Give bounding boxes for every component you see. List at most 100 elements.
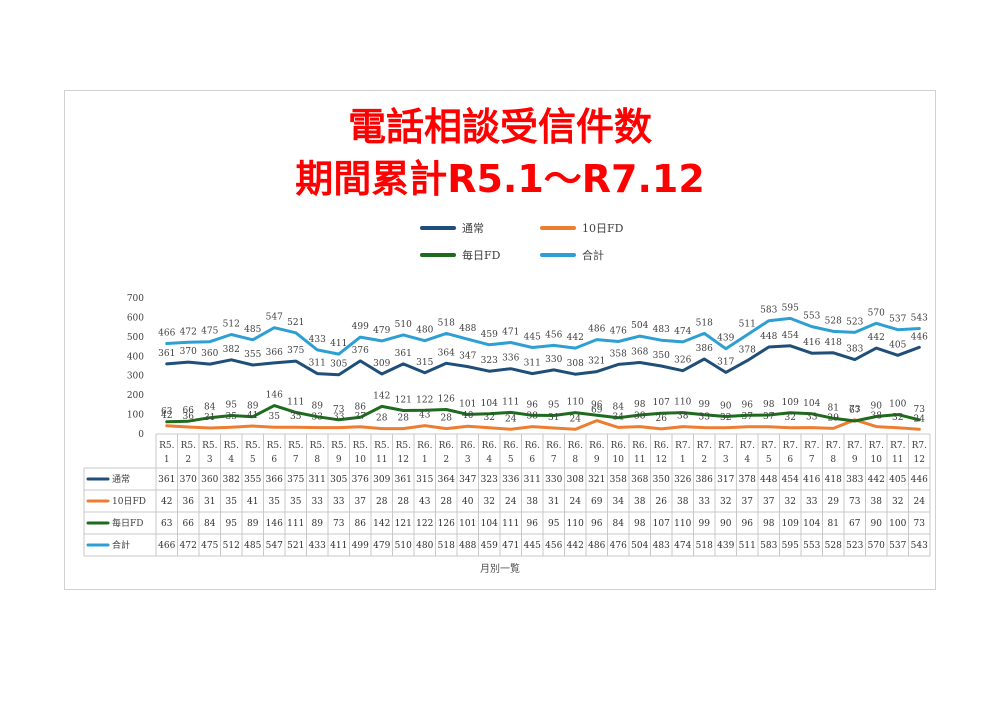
table-cell-value: 122 xyxy=(416,519,433,529)
data-label: 518 xyxy=(696,318,713,328)
x-tick-label-month: 12 xyxy=(656,455,667,465)
table-series-label: 通常 xyxy=(112,473,130,485)
data-label: 311 xyxy=(309,359,326,369)
table-cell-value: 126 xyxy=(438,519,455,529)
table-cell-value: 33 xyxy=(333,497,345,507)
data-label: 35 xyxy=(269,412,281,422)
table-series-label: 合計 xyxy=(112,539,130,551)
table-cell-value: 486 xyxy=(588,541,605,551)
data-label: 323 xyxy=(481,356,498,366)
x-tick-label-year: R7. xyxy=(869,441,885,451)
y-tick-label: 400 xyxy=(127,352,144,362)
x-tick-label-month: 5 xyxy=(508,455,514,465)
x-tick-label-month: 11 xyxy=(376,455,387,465)
table-cell-value: 358 xyxy=(610,475,627,485)
table-cell-value: 84 xyxy=(204,519,216,529)
data-label: 96 xyxy=(591,400,603,410)
data-label: 104 xyxy=(803,399,820,409)
table-cell-value: 442 xyxy=(567,541,584,551)
y-tick-label: 500 xyxy=(127,333,144,343)
table-cell-value: 28 xyxy=(376,497,388,507)
table-cell-value: 33 xyxy=(312,497,324,507)
chart-title: 電話相談受信件数 xyxy=(347,105,652,149)
table-cell-value: 553 xyxy=(803,541,820,551)
x-tick-label-year: R7. xyxy=(804,441,820,451)
data-label: 34 xyxy=(613,412,625,422)
data-label: 521 xyxy=(287,318,304,328)
data-label: 31 xyxy=(548,413,559,423)
table-cell-value: 110 xyxy=(567,519,584,529)
table-cell-value: 466 xyxy=(158,541,175,551)
table-cell-value: 43 xyxy=(419,497,431,507)
table-cell-value: 499 xyxy=(352,541,369,551)
table-cell-value: 315 xyxy=(416,475,433,485)
data-label: 81 xyxy=(828,403,839,413)
table-cell-value: 570 xyxy=(868,541,885,551)
table-cell-value: 504 xyxy=(631,541,648,551)
table-cell-value: 24 xyxy=(505,497,517,507)
table-cell-value: 309 xyxy=(373,475,390,485)
data-label: 466 xyxy=(158,328,175,338)
data-label: 486 xyxy=(588,325,605,335)
data-label: 474 xyxy=(674,327,691,337)
table-cell-value: 33 xyxy=(699,497,711,507)
x-tick-label-year: R5. xyxy=(202,441,218,451)
table-cell-value: 364 xyxy=(438,475,455,485)
data-label: 73 xyxy=(333,405,345,415)
x-tick-label-year: R5. xyxy=(331,441,347,451)
legend-item-total: 合計 xyxy=(540,247,604,263)
table-cell-value: 323 xyxy=(481,475,498,485)
x-tick-label-month: 4 xyxy=(228,455,234,465)
x-tick-label-year: R7. xyxy=(912,441,928,451)
x-tick-label-year: R6. xyxy=(611,441,627,451)
legend-swatch-daily-fd xyxy=(420,253,456,257)
table-cell-value: 38 xyxy=(677,497,689,507)
x-tick-label-month: 1 xyxy=(422,455,428,465)
x-tick-label-year: R6. xyxy=(589,441,605,451)
data-label: 24 xyxy=(570,414,582,424)
x-tick-label-year: R6. xyxy=(568,441,584,451)
table-cell-value: 523 xyxy=(846,541,863,551)
table-cell-value: 38 xyxy=(527,497,539,507)
x-tick-label-year: R5. xyxy=(396,441,412,451)
table-cell-value: 37 xyxy=(763,497,775,507)
data-label: 411 xyxy=(330,339,347,349)
table-cell-value: 479 xyxy=(373,541,390,551)
table-cell-value: 86 xyxy=(355,519,367,529)
x-tick-label-month: 2 xyxy=(701,455,707,465)
x-tick-label-year: R6. xyxy=(417,441,433,451)
series-line xyxy=(165,344,921,377)
x-tick-label-year: R6. xyxy=(439,441,455,451)
data-label: 28 xyxy=(398,414,410,424)
data-label: 100 xyxy=(889,400,906,410)
data-label: 382 xyxy=(223,345,240,355)
data-label: 41 xyxy=(247,411,258,421)
x-tick-label-year: R6. xyxy=(546,441,562,451)
data-label: 547 xyxy=(266,313,283,323)
table-cell-value: 111 xyxy=(502,519,519,529)
data-label: 37 xyxy=(763,412,775,422)
table-cell-value: 459 xyxy=(481,541,498,551)
x-tick-label-month: 8 xyxy=(314,455,320,465)
data-label: 95 xyxy=(548,401,560,411)
data-label: 98 xyxy=(634,400,646,410)
data-label: 405 xyxy=(889,340,906,350)
x-tick-label-month: 3 xyxy=(465,455,471,465)
data-label: 439 xyxy=(717,334,734,344)
x-tick-label-month: 10 xyxy=(355,455,367,465)
x-tick-label-month: 1 xyxy=(680,455,686,465)
table-cell-value: 366 xyxy=(266,475,283,485)
table-cell-value: 375 xyxy=(287,475,304,485)
table-cell-value: 595 xyxy=(782,541,799,551)
data-label: 96 xyxy=(742,400,754,410)
data-label: 583 xyxy=(760,306,777,316)
legend-label-normal: 通常 xyxy=(462,222,484,235)
data-label: 305 xyxy=(330,360,347,370)
data-label: 69 xyxy=(591,406,603,416)
x-tick-label-month: 2 xyxy=(185,455,191,465)
table-cell-value: 336 xyxy=(502,475,519,485)
table-cell-value: 73 xyxy=(849,497,861,507)
table-cell-value: 321 xyxy=(588,475,605,485)
table-cell-value: 456 xyxy=(545,541,562,551)
data-label: 37 xyxy=(742,412,754,422)
